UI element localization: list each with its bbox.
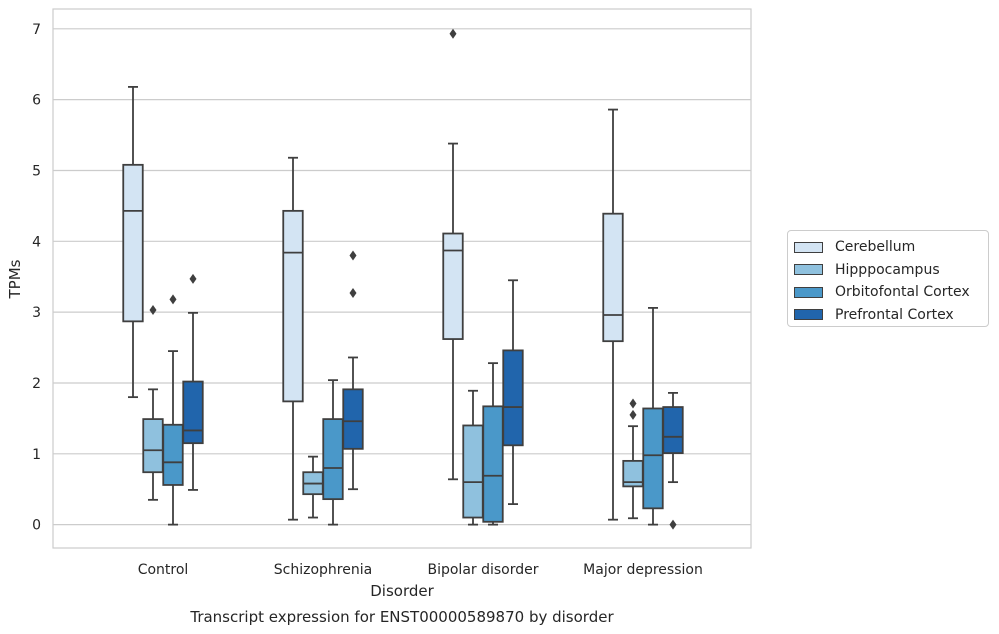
- legend-item-prefrontal-cortex: Prefrontal Cortex: [788, 304, 988, 327]
- outlier-point: [169, 294, 177, 305]
- outlier-point: [629, 409, 637, 420]
- x-tick-label-1: Schizophrenia: [274, 562, 372, 578]
- y-tick-label-6: 6: [32, 93, 41, 109]
- box-series: [122, 28, 684, 530]
- box-0-3: [602, 108, 624, 521]
- box-body: [662, 406, 684, 454]
- box-2-1: [322, 379, 344, 526]
- legend-item-cerebellum: Cerebellum: [788, 236, 988, 259]
- outlier-point: [449, 28, 457, 39]
- y-tick-label-2: 2: [32, 376, 41, 392]
- box-body: [322, 418, 344, 501]
- box-body: [342, 388, 364, 450]
- legend-label-prefrontal-cortex: Prefrontal Cortex: [835, 306, 954, 323]
- y-tick-label-5: 5: [32, 163, 41, 179]
- outlier-point: [669, 519, 677, 530]
- x-tick-label-2: Bipolar disorder: [427, 562, 538, 578]
- box-3-2: [502, 279, 524, 505]
- box-body: [602, 212, 624, 343]
- y-tick-labels: 0 1 2 3 4 5 6 7: [32, 22, 41, 534]
- box-body: [442, 232, 464, 340]
- box-3-1: [342, 250, 364, 491]
- box-0-1: [282, 156, 304, 521]
- x-tick-label-0: Control: [138, 562, 189, 578]
- box-3-3: [662, 391, 684, 530]
- x-axis-label: Disorder: [370, 582, 434, 600]
- outlier-point: [349, 288, 357, 299]
- legend: Cerebellum Hipppocampus Orbitofontal Cor…: [787, 230, 989, 327]
- outlier-point: [149, 305, 157, 316]
- y-tick-label-7: 7: [32, 22, 41, 38]
- x-tick-label-3: Major depression: [583, 562, 703, 578]
- legend-label-orbitofontal-cortex: Orbitofontal Cortex: [835, 284, 970, 301]
- box-1-0: [142, 305, 164, 501]
- box-body: [122, 163, 144, 323]
- y-axis-label: TPMs: [6, 259, 24, 299]
- box-body: [282, 209, 304, 403]
- outlier-point: [189, 273, 197, 284]
- box-body: [502, 349, 524, 447]
- box-0-0: [122, 86, 144, 399]
- outlier-point: [629, 398, 637, 409]
- box-3-0: [182, 273, 204, 491]
- legend-swatch-cerebellum: [794, 241, 823, 253]
- y-tick-label-4: 4: [32, 234, 41, 250]
- box-body: [182, 380, 204, 445]
- legend-label-cerebellum: Cerebellum: [835, 239, 916, 256]
- legend-item-orbitofontal-cortex: Orbitofontal Cortex: [788, 281, 988, 304]
- box-body: [462, 424, 484, 519]
- legend-swatch-hipppocampus: [794, 264, 823, 276]
- y-tick-label-3: 3: [32, 305, 41, 321]
- legend-swatch-orbitofontal-cortex: [794, 286, 823, 298]
- box-body: [482, 405, 504, 523]
- box-2-3: [642, 306, 664, 526]
- outlier-point: [349, 250, 357, 261]
- x-tick-labels: Control Schizophrenia Bipolar disorder Majo…: [138, 562, 703, 578]
- box-1-3: [622, 398, 644, 520]
- box-body: [642, 407, 664, 510]
- box-2-2: [482, 362, 504, 526]
- y-tick-label-1: 1: [32, 447, 41, 463]
- box-0-2: [442, 28, 464, 481]
- legend-swatch-prefrontal-cortex: [794, 309, 823, 321]
- box-2-0: [162, 294, 184, 526]
- chart-title: Transcript expression for ENST0000058987…: [189, 608, 614, 626]
- box-body: [142, 418, 164, 474]
- y-tick-label-0: 0: [32, 518, 41, 534]
- box-body: [162, 423, 184, 486]
- legend-item-hipppocampus: Hipppocampus: [788, 259, 988, 282]
- legend-label-hipppocampus: Hipppocampus: [835, 261, 940, 278]
